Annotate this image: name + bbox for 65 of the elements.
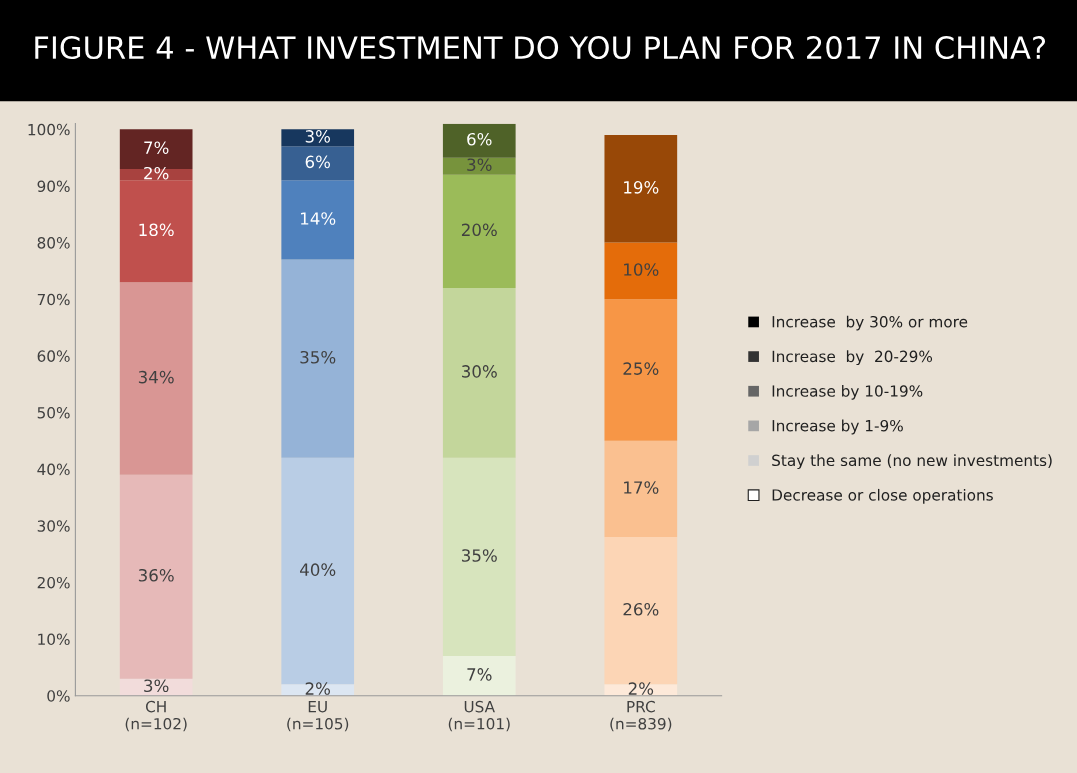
- data-label: 19%: [624, 181, 659, 194]
- data-label: 14%: [301, 212, 336, 225]
- bar: [442, 287, 516, 458]
- data-label: 7%: [467, 668, 492, 681]
- text: Increase by 1-9%: [772, 419, 903, 435]
- y-tick-label: 80%: [37, 237, 70, 249]
- y-tick-label: 60%: [37, 350, 70, 362]
- bar: [119, 180, 193, 283]
- bar: [119, 129, 193, 169]
- data-label: 3%: [467, 158, 492, 171]
- y-tick-label: 10%: [38, 633, 70, 646]
- bar: [604, 135, 678, 243]
- bar: [604, 299, 678, 441]
- y-tick-label: 90%: [37, 180, 70, 192]
- x-tick-label: EU (n=105): [287, 701, 349, 732]
- bar: [442, 157, 516, 175]
- data-label: 3%: [144, 679, 169, 693]
- data-label: 6%: [305, 155, 331, 169]
- y-tick-label: 70%: [37, 293, 70, 306]
- y-tick-label: 30%: [37, 520, 70, 532]
- data-label: 25%: [623, 362, 659, 375]
- bar: [281, 259, 355, 458]
- bar: [442, 457, 516, 657]
- data-label: 35%: [300, 350, 336, 364]
- data-label: 7%: [144, 141, 169, 154]
- bar: [119, 282, 193, 475]
- data-label: 20%: [461, 223, 497, 237]
- bar: [119, 168, 193, 181]
- data-label: 30%: [462, 365, 497, 378]
- text: Increase by 30% or more: [772, 315, 968, 331]
- bar: [281, 146, 355, 181]
- x-tick-label: CH (n=102): [125, 700, 187, 732]
- chart-title: FIGURE 4 - WHAT INVESTMENT DO YOU PLAN FOR 2017 IN CHINA?: [35, 36, 1046, 60]
- text: Stay the same (no new investments): [772, 454, 1052, 470]
- data-label: 2%: [305, 682, 331, 695]
- data-label: 6%: [467, 132, 492, 146]
- data-label: 2%: [628, 682, 654, 695]
- data-label: 34%: [138, 370, 174, 384]
- x-tick-label: USA (n=101): [448, 700, 510, 732]
- data-label: 18%: [139, 223, 174, 237]
- bar: [281, 129, 355, 147]
- bar: [119, 474, 193, 679]
- text: Increase by 10-19%: [772, 384, 923, 400]
- y-tick-label: 40%: [37, 463, 70, 476]
- data-label: 17%: [624, 481, 659, 494]
- y-tick-label: 20%: [37, 576, 70, 589]
- x-tick-label: PRC (n=839): [610, 700, 672, 732]
- y-tick-label: 50%: [37, 406, 70, 419]
- bar: [442, 123, 516, 158]
- bar: [604, 440, 678, 538]
- bar: [281, 180, 355, 260]
- bar: [442, 656, 516, 696]
- y-tick-label: 100%: [28, 123, 70, 136]
- data-label: 10%: [624, 263, 659, 276]
- bar: [442, 174, 516, 288]
- data-label: 26%: [623, 602, 659, 616]
- data-label: 40%: [300, 563, 336, 576]
- y-tick-label: 0%: [47, 690, 70, 702]
- text: Increase by 20-29%: [772, 350, 933, 366]
- bar: [604, 242, 678, 300]
- text: Decrease or close operations: [772, 488, 993, 504]
- data-label: 36%: [138, 568, 174, 582]
- data-label: 3%: [305, 130, 331, 143]
- data-label: 2%: [144, 166, 169, 180]
- data-label: 35%: [462, 549, 497, 562]
